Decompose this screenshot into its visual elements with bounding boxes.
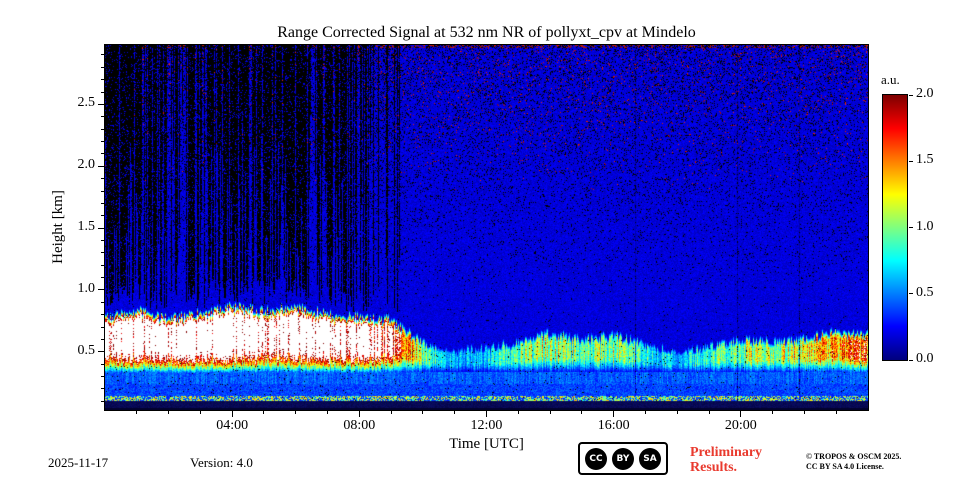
x-minor-tick <box>263 411 265 414</box>
y-tick-label: 2.5 <box>77 95 96 111</box>
y-minor-tick <box>101 264 104 266</box>
x-minor-tick <box>136 411 138 414</box>
colorbar <box>882 94 908 361</box>
y-minor-tick <box>101 66 104 68</box>
x-minor-tick <box>549 411 551 414</box>
y-minor-tick <box>101 141 104 142</box>
x-minor-tick <box>199 411 201 414</box>
plot-area <box>104 44 869 411</box>
preliminary-line1: Preliminary <box>690 445 763 460</box>
y-minor-tick <box>101 338 104 340</box>
colorbar-tick <box>909 160 913 162</box>
x-tick-label: 12:00 <box>470 418 503 433</box>
x-tick-label: 20:00 <box>724 418 757 433</box>
y-minor-tick <box>101 388 104 390</box>
colorbar-tick-label: 0.0 <box>916 351 934 366</box>
colorbar-gradient-canvas <box>883 95 907 360</box>
x-minor-tick <box>390 411 392 414</box>
x-minor-tick <box>581 411 583 414</box>
x-minor-tick <box>168 411 170 414</box>
x-minor-tick <box>517 411 519 414</box>
x-tick-label: 16:00 <box>597 418 630 433</box>
y-minor-tick <box>101 363 104 365</box>
y-major-tick <box>98 351 104 353</box>
y-major-tick <box>98 165 104 167</box>
x-minor-tick <box>327 411 329 414</box>
y-major-tick <box>98 289 104 291</box>
y-minor-tick <box>101 178 104 180</box>
cc-license-badge: CC BY SA <box>578 442 668 475</box>
y-minor-tick <box>101 252 104 254</box>
x-minor-tick <box>644 411 646 414</box>
chart-title: Range Corrected Signal at 532 nm NR of p… <box>277 24 696 41</box>
x-minor-tick <box>422 411 424 414</box>
copyright-line2: CC BY SA 4.0 License. <box>806 462 884 471</box>
x-minor-tick <box>835 411 837 414</box>
colorbar-tick <box>909 359 913 361</box>
colorbar-tick <box>909 94 913 96</box>
y-minor-tick <box>101 301 104 303</box>
copyright-note: © TROPOS & OSCM 2025. CC BY SA 4.0 Licen… <box>806 452 901 472</box>
y-minor-tick <box>101 91 104 93</box>
copyright-line1: © TROPOS & OSCM 2025. <box>806 452 902 461</box>
y-minor-tick <box>101 79 104 81</box>
preliminary-results-note: Preliminary Results. <box>690 445 762 475</box>
x-minor-tick <box>803 411 805 414</box>
y-minor-tick <box>101 128 104 130</box>
y-minor-tick <box>101 400 104 402</box>
x-tick-label: 08:00 <box>343 418 376 433</box>
y-minor-tick <box>101 277 104 279</box>
y-major-tick <box>98 227 104 229</box>
heatmap-canvas <box>105 45 868 410</box>
y-minor-tick <box>101 376 104 378</box>
colorbar-tick-label: 2.0 <box>916 86 934 101</box>
x-major-tick <box>740 411 742 417</box>
x-tick-label: 04:00 <box>216 418 249 433</box>
colorbar-tick-label: 1.0 <box>916 218 934 234</box>
x-major-tick <box>613 411 615 417</box>
cc-sa-icon: SA <box>639 447 661 470</box>
y-minor-tick <box>101 314 104 316</box>
y-tick-label: 0.5 <box>77 342 96 358</box>
version-label: Version: 4.0 <box>190 455 253 470</box>
y-minor-tick <box>101 54 104 56</box>
colorbar-tick <box>909 227 913 228</box>
y-minor-tick <box>101 153 104 155</box>
x-minor-tick <box>708 411 710 414</box>
y-tick-label: 2.0 <box>77 157 96 173</box>
cc-by-icon: BY <box>612 447 634 470</box>
colorbar-units-label: a.u. <box>881 72 900 87</box>
y-minor-tick <box>101 239 104 241</box>
y-minor-tick <box>101 215 104 217</box>
colorbar-tick-label: 1.5 <box>916 152 934 168</box>
y-major-tick <box>98 103 104 105</box>
x-major-tick <box>486 411 487 417</box>
y-tick-label: 1.0 <box>77 280 96 296</box>
x-axis-label: Time [UTC] <box>449 436 524 452</box>
x-major-tick <box>231 411 233 417</box>
colorbar-tick-label: 0.5 <box>916 284 934 300</box>
date-label: 2025-11-17 <box>48 455 109 470</box>
x-minor-tick <box>676 411 678 414</box>
x-minor-tick <box>772 411 774 414</box>
x-major-tick <box>358 411 360 417</box>
y-minor-tick <box>101 326 104 328</box>
y-minor-tick <box>101 202 104 204</box>
x-minor-tick <box>295 411 297 414</box>
cc-cc-icon: CC <box>585 447 607 470</box>
y-minor-tick <box>101 116 104 118</box>
y-minor-tick <box>101 190 104 192</box>
colorbar-tick <box>909 293 913 295</box>
y-tick-label: 1.5 <box>77 219 96 235</box>
preliminary-line2: Results. <box>690 460 738 475</box>
x-minor-tick <box>454 411 456 414</box>
